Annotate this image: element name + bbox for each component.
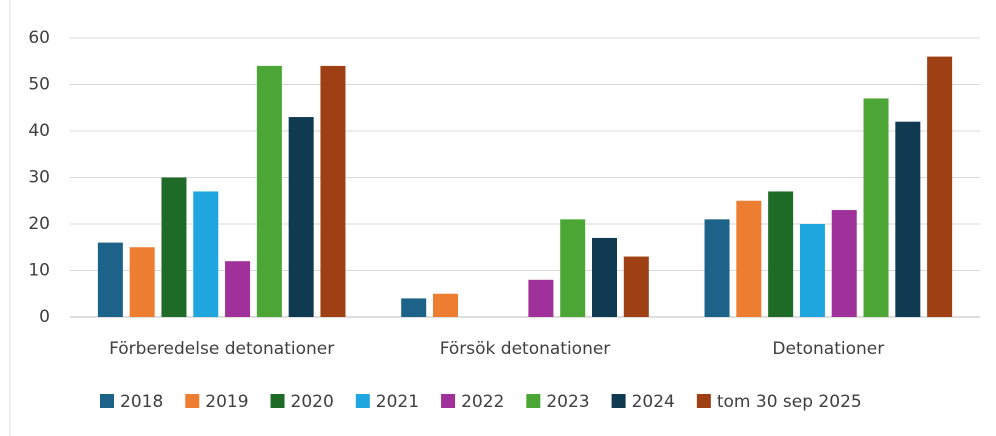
bar xyxy=(895,121,921,317)
y-tick-label: 0 xyxy=(39,307,50,327)
y-tick-label: 40 xyxy=(28,121,50,141)
x-tick-label: Försök detonationer xyxy=(440,339,611,359)
legend-label: 2020 xyxy=(291,392,334,412)
bar xyxy=(736,200,762,317)
legend-label: 2023 xyxy=(546,392,589,412)
bar xyxy=(927,56,953,317)
legend-swatch xyxy=(611,394,626,408)
bar xyxy=(320,65,346,318)
bar xyxy=(592,237,617,317)
bar xyxy=(623,256,649,317)
bar xyxy=(433,293,458,317)
bar xyxy=(97,242,123,317)
legend-swatch xyxy=(270,394,285,408)
legend-label: 2022 xyxy=(461,392,504,412)
bar xyxy=(129,247,155,317)
bar xyxy=(831,210,857,317)
legend-label: 2024 xyxy=(632,392,675,412)
legend-swatch xyxy=(185,394,200,408)
bar xyxy=(799,224,825,317)
bar xyxy=(161,177,187,317)
bar xyxy=(704,219,730,317)
legend-swatch xyxy=(100,394,114,408)
legend-label: 2018 xyxy=(120,392,163,412)
legend-swatch xyxy=(441,394,456,408)
bar xyxy=(560,219,586,317)
legend-swatch xyxy=(355,394,370,408)
bar xyxy=(256,65,282,318)
bar xyxy=(401,298,427,317)
y-tick-label: 50 xyxy=(28,75,50,95)
bar xyxy=(528,279,554,317)
legend-label: 2021 xyxy=(376,392,419,412)
bar xyxy=(288,117,314,317)
legend-label: 2019 xyxy=(205,392,248,412)
y-tick-label: 20 xyxy=(28,214,50,234)
legend-label: tom 30 sep 2025 xyxy=(717,392,862,412)
bar xyxy=(863,98,889,317)
y-tick-label: 60 xyxy=(28,28,50,48)
legend-swatch xyxy=(526,394,541,408)
x-tick-label: Detonationer xyxy=(772,339,884,359)
legend-swatch xyxy=(696,394,711,408)
bar xyxy=(768,191,794,317)
bar xyxy=(225,261,251,317)
x-tick-label: Förberedelse detonationer xyxy=(109,339,334,359)
y-tick-label: 10 xyxy=(28,261,50,281)
y-tick-label: 30 xyxy=(28,168,50,188)
bar xyxy=(193,191,219,317)
